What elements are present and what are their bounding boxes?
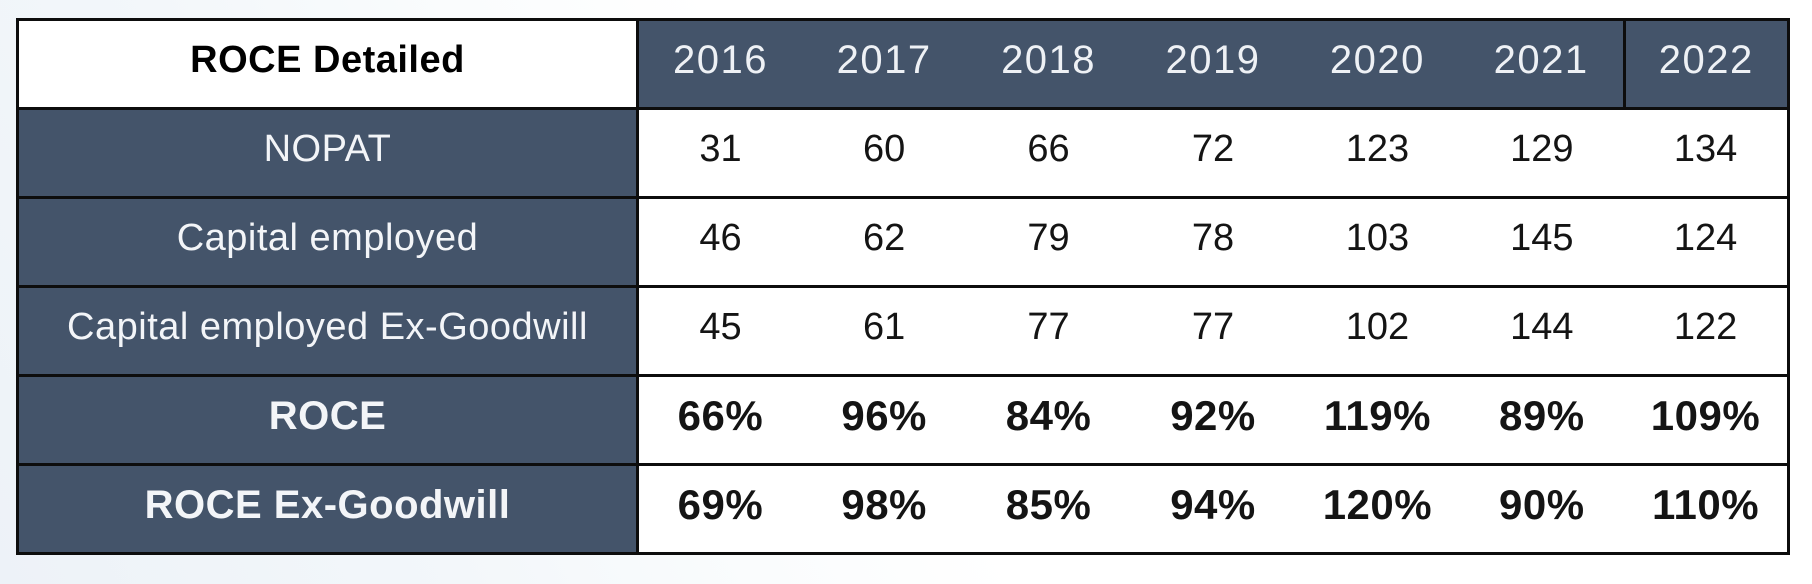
cell-value: 123: [1295, 107, 1460, 199]
cell-value: 129: [1459, 107, 1625, 199]
row-label-roce: ROCE: [17, 374, 639, 466]
year-header-2020: 2020: [1295, 18, 1460, 110]
table-row-capital-employed: Capital employed 46 62 79 78 103 145 124: [17, 196, 1789, 288]
table-row-capital-employed-ex-goodwill: Capital employed Ex-Goodwill 45 61 77 77…: [17, 285, 1789, 377]
cell-value: 78: [1130, 196, 1296, 288]
year-header-2021: 2021: [1459, 18, 1625, 110]
year-header-2017: 2017: [801, 18, 967, 110]
cell-value: 109%: [1624, 374, 1789, 466]
cell-value: 60: [801, 107, 967, 199]
cell-value: 31: [637, 107, 802, 199]
year-header-2019: 2019: [1130, 18, 1296, 110]
cell-value: 77: [1130, 285, 1296, 377]
year-header-2016: 2016: [637, 18, 802, 110]
cell-value: 72: [1130, 107, 1296, 199]
cell-value: 85%: [966, 463, 1131, 555]
cell-value: 134: [1624, 107, 1789, 199]
cell-value: 66: [966, 107, 1131, 199]
row-label-roce-ex-goodwill: ROCE Ex-Goodwill: [17, 463, 639, 555]
cell-value: 120%: [1295, 463, 1460, 555]
cell-value: 45: [637, 285, 802, 377]
year-header-2022: 2022: [1622, 18, 1789, 110]
table-row-roce-ex-goodwill: ROCE Ex-Goodwill 69% 98% 85% 94% 120% 90…: [17, 463, 1789, 555]
cell-value: 90%: [1459, 463, 1625, 555]
cell-value: 103: [1295, 196, 1460, 288]
cell-value: 89%: [1459, 374, 1625, 466]
cell-value: 94%: [1130, 463, 1296, 555]
cell-value: 102: [1295, 285, 1460, 377]
cell-value: 98%: [801, 463, 967, 555]
cell-value: 124: [1624, 196, 1789, 288]
cell-value: 145: [1459, 196, 1625, 288]
table-row-roce: ROCE 66% 96% 84% 92% 119% 89% 109%: [17, 374, 1789, 466]
cell-value: 46: [637, 196, 802, 288]
cell-value: 96%: [801, 374, 967, 466]
cell-value: 77: [966, 285, 1131, 377]
cell-value: 84%: [966, 374, 1131, 466]
cell-value: 110%: [1624, 463, 1789, 555]
cell-value: 79: [966, 196, 1131, 288]
year-header-2018: 2018: [966, 18, 1131, 110]
table-row-nopat: NOPAT 31 60 66 72 123 129 134: [17, 107, 1789, 199]
cell-value: 66%: [637, 374, 802, 466]
cell-value: 69%: [637, 463, 802, 555]
header-row: ROCE Detailed 2016 2017 2018 2019 2020 2…: [17, 18, 1789, 110]
table-title: ROCE Detailed: [17, 18, 639, 110]
cell-value: 122: [1624, 285, 1789, 377]
cell-value: 61: [801, 285, 967, 377]
row-label-capital-employed: Capital employed: [17, 196, 639, 288]
row-label-capital-employed-ex-goodwill: Capital employed Ex-Goodwill: [17, 285, 639, 377]
cell-value: 144: [1459, 285, 1625, 377]
roce-detailed-table: ROCE Detailed 2016 2017 2018 2019 2020 2…: [16, 18, 1790, 555]
cell-value: 92%: [1130, 374, 1296, 466]
cell-value: 62: [801, 196, 967, 288]
cell-value: 119%: [1295, 374, 1460, 466]
row-label-nopat: NOPAT: [17, 107, 639, 199]
